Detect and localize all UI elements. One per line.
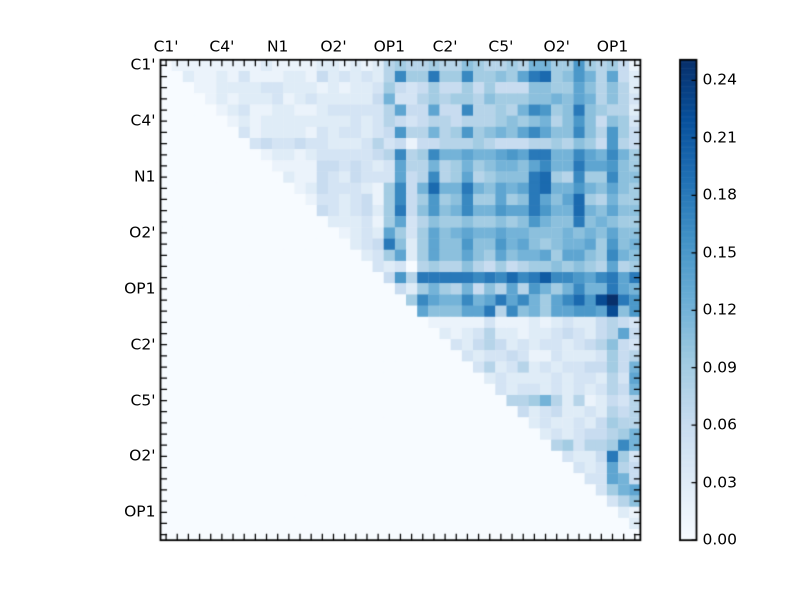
colorbar-tick-label-0.12: 0.12: [702, 300, 738, 319]
y-tick-label-N1: N1: [134, 167, 156, 186]
x-tick-label-C2': C2': [432, 37, 458, 56]
x-tick-label-C1': C1': [153, 37, 179, 56]
colorbar-tick-label-0.18: 0.18: [702, 185, 738, 204]
colorbar-tick-label-0.03: 0.03: [702, 472, 738, 491]
colorbar-tick-label-0.21: 0.21: [702, 128, 738, 147]
y-tick-label-C5': C5': [130, 390, 156, 409]
colorbar-tick-label-0.24: 0.24: [702, 70, 738, 89]
x-tick-label-C4': C4': [209, 37, 235, 56]
y-tick-label-C2': C2': [130, 334, 156, 353]
y-tick-label-C4': C4': [130, 111, 156, 130]
x-tick-label-C5': C5': [488, 37, 514, 56]
y-tick-label-O2': O2': [129, 223, 156, 242]
colorbar-tick-label-0.15: 0.15: [702, 243, 738, 261]
x-tick-label-O2': O2': [543, 37, 570, 56]
colorbar-tick-label-0.09: 0.09: [702, 357, 738, 376]
colorbar-tick-label-0.00: 0.00: [702, 530, 738, 549]
y-tick-label-C1': C1': [130, 55, 156, 74]
y-tick-label-O2': O2': [129, 446, 156, 465]
x-tick-label-OP1: OP1: [373, 37, 405, 56]
colorbar-tick-label-0.06: 0.06: [702, 415, 738, 434]
x-tick-label-O2': O2': [320, 37, 347, 56]
x-tick-label-OP1: OP1: [596, 37, 629, 56]
x-tick-label-N1: N1: [266, 37, 289, 56]
y-tick-label-OP1: OP1: [124, 502, 156, 521]
y-tick-label-OP1: OP1: [124, 279, 156, 298]
